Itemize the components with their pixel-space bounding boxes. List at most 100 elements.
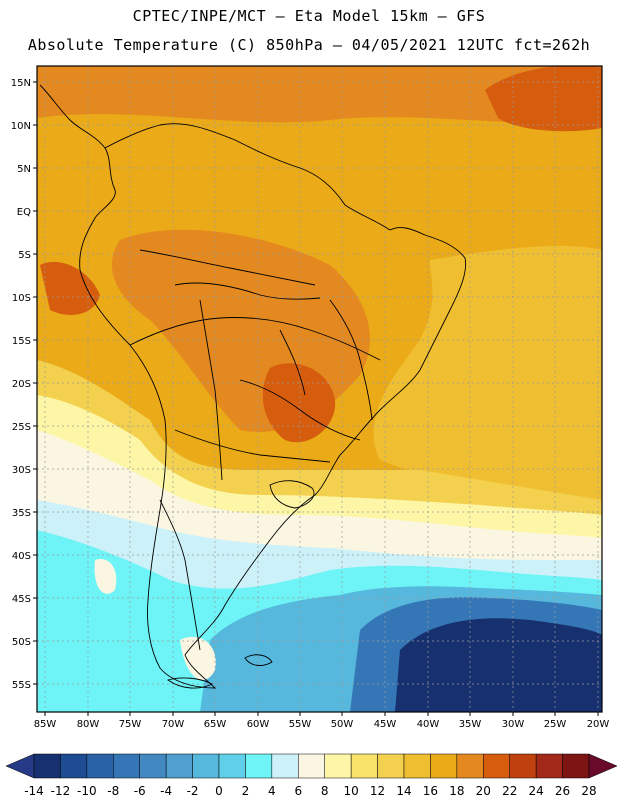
border-4 bbox=[239, 379, 361, 441]
colorbar-label: 4 bbox=[268, 784, 276, 798]
colorbar-cell bbox=[509, 753, 537, 779]
lat-labels: 15N 10N 5N EQ 5S 10S 15S 20S 25S 30S 35S… bbox=[11, 78, 31, 691]
colorbar-cell bbox=[218, 753, 246, 779]
lon-label: 50W bbox=[331, 719, 354, 730]
colorbar-label: 20 bbox=[476, 784, 491, 798]
lon-label: 55W bbox=[289, 719, 312, 730]
colorbar-label: 16 bbox=[423, 784, 438, 798]
lon-label: 65W bbox=[204, 719, 227, 730]
colorbar-label: 26 bbox=[555, 784, 570, 798]
colorbar-label: -12 bbox=[51, 784, 71, 798]
tick-marks bbox=[33, 81, 599, 716]
border-7 bbox=[279, 329, 306, 396]
colorbar-cell bbox=[86, 753, 114, 779]
colorbar: -14 -12 -10 -8 -6 -4 -2 0 2 4 6 8 10 12 14 16 18 20 22 24 26… bbox=[5, 753, 618, 798]
lon-label: 85W bbox=[34, 719, 57, 730]
colorbar-label: 22 bbox=[502, 784, 517, 798]
colorbar-label: -14 bbox=[24, 784, 44, 798]
lat-label: EQ bbox=[17, 207, 31, 218]
border-6 bbox=[199, 299, 223, 481]
lat-label: 25S bbox=[12, 422, 31, 433]
border-8 bbox=[329, 299, 373, 421]
field-pocket-2 bbox=[180, 636, 216, 680]
colorbar-label: 12 bbox=[370, 784, 385, 798]
colorbar-label: 8 bbox=[321, 784, 329, 798]
uruguay bbox=[269, 480, 315, 509]
colorbar-label: 2 bbox=[242, 784, 250, 798]
lon-labels: 85W 80W 75W 70W 65W 60W 55W 50W 45W 40W … bbox=[34, 719, 610, 730]
lat-label: 40S bbox=[12, 551, 31, 562]
south-america-coast bbox=[79, 217, 467, 689]
lon-label: 20W bbox=[587, 719, 610, 730]
lat-label: 10S bbox=[12, 293, 31, 304]
field-north-warm bbox=[37, 66, 602, 123]
colorbar-label: 24 bbox=[529, 784, 544, 798]
colorbar-label: 18 bbox=[449, 784, 464, 798]
colorbar-label: -4 bbox=[160, 784, 172, 798]
colorbar-label: -8 bbox=[107, 784, 119, 798]
colorbar-cell bbox=[60, 753, 88, 779]
lat-label: 5S bbox=[18, 250, 31, 261]
lat-label: 20S bbox=[12, 379, 31, 390]
colorbar-cell bbox=[271, 753, 299, 779]
border-5 bbox=[174, 429, 331, 463]
graticule bbox=[37, 66, 602, 712]
field-coldest bbox=[395, 618, 602, 712]
colorbar-cell bbox=[33, 753, 61, 779]
colorbar-label: 14 bbox=[396, 784, 411, 798]
colorbar-label: 28 bbox=[581, 784, 596, 798]
lon-label: 75W bbox=[119, 719, 142, 730]
colorbar-cell bbox=[192, 753, 220, 779]
lat-label: 10N bbox=[11, 121, 31, 132]
lat-label: 45S bbox=[12, 594, 31, 605]
colorbar-cell bbox=[139, 753, 167, 779]
border-1 bbox=[129, 317, 381, 361]
colorbar-cell bbox=[403, 753, 431, 779]
lon-label: 45W bbox=[374, 719, 397, 730]
field-andes-hot bbox=[40, 261, 100, 315]
lat-label: 15N bbox=[11, 78, 31, 89]
border-2 bbox=[174, 282, 321, 300]
caribbean-coast bbox=[104, 123, 391, 231]
colorbar-cell bbox=[483, 753, 510, 779]
colorbar-under-arrow bbox=[5, 753, 35, 779]
chart-title-line1: CPTEC/INPE/MCT — Eta Model 15km — GFS bbox=[132, 7, 486, 25]
lon-label: 25W bbox=[544, 719, 567, 730]
lon-label: 30W bbox=[502, 719, 525, 730]
colorbar-over-arrow bbox=[588, 753, 618, 779]
colorbar-cell bbox=[377, 753, 405, 779]
lat-label: 5N bbox=[17, 164, 31, 175]
tierra-del-fuego bbox=[166, 677, 214, 689]
colorbar-label: -6 bbox=[134, 784, 146, 798]
lon-label: 40W bbox=[417, 719, 440, 730]
colorbar-cell bbox=[430, 753, 458, 779]
field-pocket-1 bbox=[94, 559, 117, 594]
colorbar-cell bbox=[298, 753, 325, 779]
lon-label: 35W bbox=[459, 719, 482, 730]
border-3 bbox=[139, 249, 316, 286]
colorbar-cell bbox=[456, 753, 484, 779]
coastlines bbox=[39, 84, 467, 689]
map-frame bbox=[36, 65, 603, 713]
colorbar-label: 0 bbox=[215, 784, 223, 798]
border-9 bbox=[159, 499, 201, 651]
colorbar-cell bbox=[535, 753, 563, 779]
chart-title-line2: Absolute Temperature (C) 850hPa — 04/05/… bbox=[27, 36, 591, 54]
colorbar-cell bbox=[113, 753, 140, 779]
colorbar-cell bbox=[165, 753, 193, 779]
colorbar-cell bbox=[562, 753, 590, 779]
lon-label: 60W bbox=[247, 719, 270, 730]
colorbar-cell bbox=[245, 753, 273, 779]
colorbar-cell bbox=[350, 753, 378, 779]
colorbar-label: 6 bbox=[294, 784, 302, 798]
temperature-field bbox=[37, 66, 602, 712]
colorbar-cell bbox=[324, 753, 352, 779]
falklands bbox=[244, 654, 273, 666]
lat-label: 30S bbox=[12, 465, 31, 476]
lon-label: 80W bbox=[77, 719, 100, 730]
colorbar-label: -10 bbox=[77, 784, 97, 798]
lat-label: 15S bbox=[12, 336, 31, 347]
lat-label: 55S bbox=[12, 680, 31, 691]
lat-label: 35S bbox=[12, 508, 31, 519]
